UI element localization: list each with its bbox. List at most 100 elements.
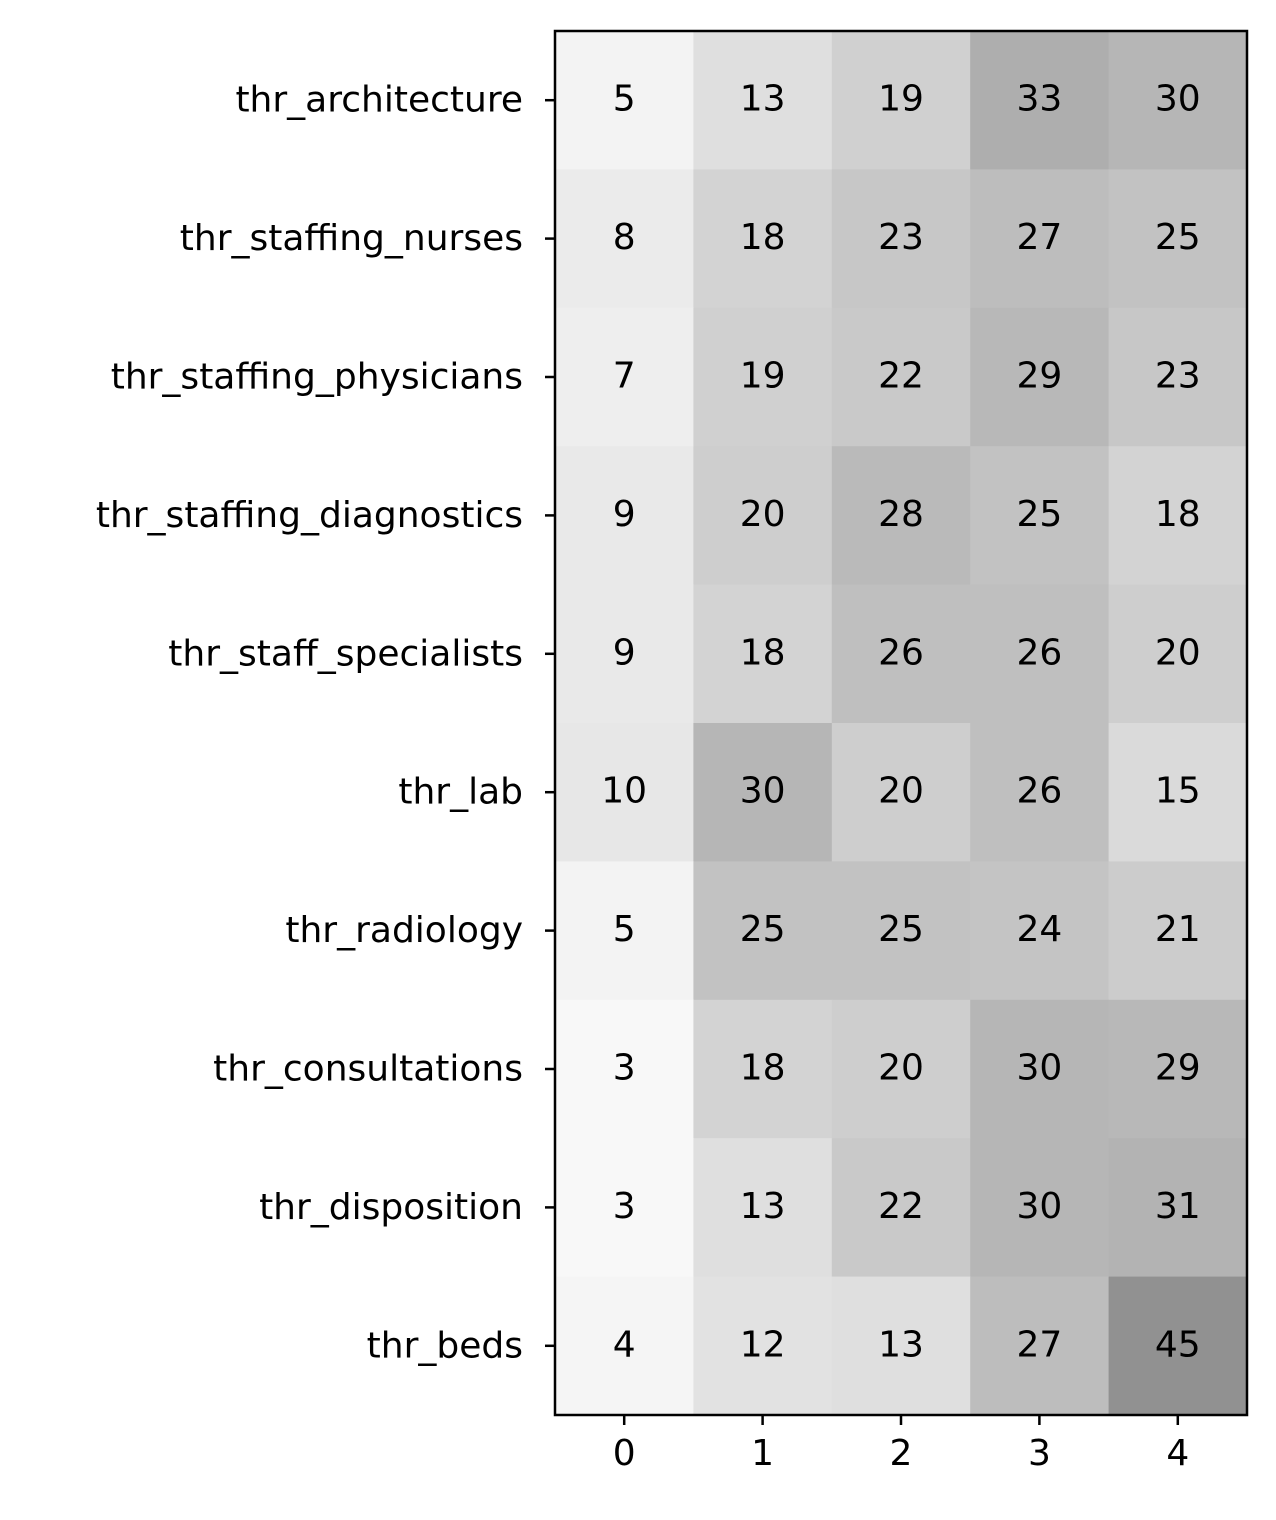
- cell-labels-layer: 5 13 19 33 308 18 23 27 257 19 22 29 239 20 28 25 189 18 2…: [601, 79, 1200, 1366]
- cell-value-label: 25: [1016, 494, 1062, 535]
- cell-value-label: 13: [740, 79, 786, 120]
- heatmap-cell: [693, 31, 833, 170]
- xtick-label: 4: [1166, 1433, 1189, 1474]
- cell-value-label: 5: [613, 909, 636, 950]
- cell-value-label: 30: [1016, 1186, 1062, 1227]
- heatmap-cell: [831, 31, 971, 170]
- heatmap-cell: [970, 723, 1110, 862]
- heatmap-cell: [1108, 446, 1248, 586]
- xtick-label: 0: [613, 1433, 636, 1474]
- heatmap-cell: [693, 584, 833, 724]
- heatmap-cell: [1108, 861, 1248, 1001]
- heatmap-cell: [555, 169, 694, 309]
- cell-value-label: 21: [1155, 909, 1201, 950]
- heatmap-cell: [555, 31, 694, 170]
- cell-value-label: 9: [613, 632, 636, 673]
- ytick-label: thr_staff_specialists: [168, 633, 523, 674]
- cell-value-label: 24: [1016, 909, 1062, 950]
- cell-value-label: 30: [1016, 1048, 1062, 1089]
- cell-value-label: 45: [1155, 1324, 1201, 1365]
- cell-value-label: 33: [1016, 79, 1062, 120]
- heatmap-cell: [555, 723, 694, 862]
- ytick-label: thr_staffing_diagnostics: [96, 495, 523, 536]
- cell-value-label: 4: [613, 1324, 636, 1365]
- heatmap-cell: [970, 1276, 1110, 1416]
- heatmap-cell: [970, 1138, 1110, 1278]
- heatmap-cell: [970, 584, 1110, 724]
- cell-value-label: 7: [613, 356, 636, 397]
- cell-value-label: 23: [1155, 356, 1201, 397]
- cell-value-label: 12: [740, 1324, 786, 1365]
- heatmap-cell: [831, 861, 971, 1001]
- heatmap-cell: [555, 861, 694, 1001]
- cell-value-label: 13: [878, 1324, 924, 1365]
- heatmap-cell: [831, 446, 971, 586]
- cell-value-label: 20: [1155, 632, 1201, 673]
- cell-value-label: 8: [613, 217, 636, 258]
- cell-value-label: 18: [740, 1048, 786, 1089]
- ytick-label: thr_architecture: [235, 80, 523, 121]
- heatmap-cell: [693, 999, 833, 1139]
- heatmap-cell: [693, 861, 833, 1001]
- xtick-label: 2: [890, 1433, 913, 1474]
- cell-value-label: 29: [1155, 1048, 1201, 1089]
- heatmap-cell: [1108, 1138, 1248, 1278]
- cell-value-label: 30: [740, 771, 786, 812]
- heatmap-cell: [555, 446, 694, 586]
- heatmap-cell: [831, 169, 971, 309]
- heatmap-cell: [970, 169, 1110, 309]
- heatmap-cell: [1108, 307, 1248, 447]
- cell-value-label: 18: [740, 217, 786, 258]
- heatmap-cell: [970, 999, 1110, 1139]
- heatmap-cell: [555, 584, 694, 724]
- heatmap-cell: [555, 1276, 694, 1416]
- heatmap-cell: [831, 1276, 971, 1416]
- ytick-label: thr_disposition: [259, 1187, 523, 1228]
- heatmap-cell: [831, 1138, 971, 1278]
- cell-value-label: 18: [740, 632, 786, 673]
- cell-value-label: 18: [1155, 494, 1201, 535]
- heatmap-cell: [693, 723, 833, 862]
- cell-value-label: 31: [1155, 1186, 1201, 1227]
- cell-value-label: 20: [740, 494, 786, 535]
- ytick-label: thr_lab: [398, 772, 523, 813]
- cell-value-label: 27: [1016, 217, 1062, 258]
- cell-value-label: 19: [740, 356, 786, 397]
- cell-value-label: 3: [613, 1186, 636, 1227]
- cell-value-label: 28: [878, 494, 924, 535]
- y-axis: thr_architecture thr_staffing_nurses thr_s…: [96, 80, 555, 1366]
- heatmap-cell: [555, 1138, 694, 1278]
- cell-value-label: 26: [1016, 632, 1062, 673]
- ytick-label: thr_consultations: [213, 1049, 523, 1090]
- heatmap-cell: [970, 307, 1110, 447]
- cell-value-label: 22: [878, 1186, 924, 1227]
- cell-value-label: 3: [613, 1048, 636, 1089]
- heatmap-cell: [1108, 723, 1248, 862]
- cell-value-label: 26: [1016, 771, 1062, 812]
- xtick-label: 3: [1028, 1433, 1051, 1474]
- heatmap-cell: [1108, 584, 1248, 724]
- cell-value-label: 25: [1155, 217, 1201, 258]
- heatmap-cell: [970, 446, 1110, 586]
- cell-value-label: 23: [878, 217, 924, 258]
- heatmap-cell: [1108, 999, 1248, 1139]
- cell-value-label: 26: [878, 632, 924, 673]
- heatmap-cell: [693, 1276, 833, 1416]
- xtick-label: 1: [751, 1433, 774, 1474]
- heatmap-cell: [970, 861, 1110, 1001]
- heatmap-cell: [693, 446, 833, 586]
- heatmap-cell: [555, 999, 694, 1139]
- heatmap-cell: [693, 1138, 833, 1278]
- heatmap-cell: [831, 723, 971, 862]
- ytick-label: thr_staffing_physicians: [111, 357, 523, 398]
- cell-value-label: 30: [1155, 79, 1201, 120]
- cell-value-label: 27: [1016, 1324, 1062, 1365]
- cells-layer: [555, 31, 1248, 1416]
- ytick-label: thr_beds: [367, 1325, 523, 1366]
- cell-value-label: 9: [613, 494, 636, 535]
- cell-value-label: 22: [878, 356, 924, 397]
- heatmap-cell: [831, 307, 971, 447]
- heatmap-cell: [693, 307, 833, 447]
- cell-value-label: 10: [601, 771, 647, 812]
